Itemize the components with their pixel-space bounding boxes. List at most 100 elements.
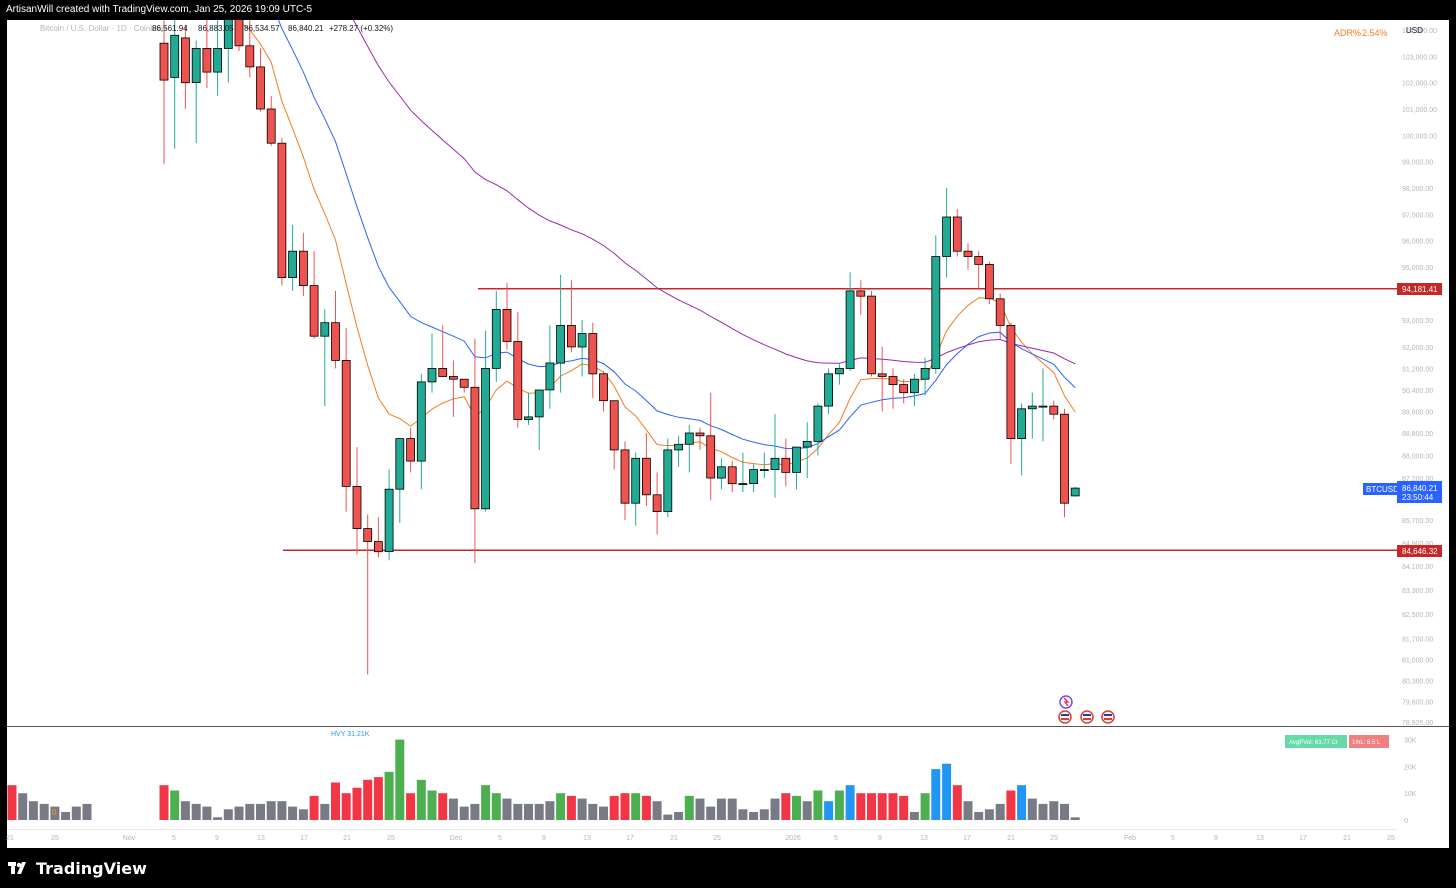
us-flag-icon[interactable] <box>1101 710 1115 724</box>
candles[interactable] <box>159 0 1080 675</box>
candle[interactable] <box>373 517 383 558</box>
candle[interactable] <box>524 392 533 425</box>
candle[interactable] <box>266 95 276 146</box>
us-flag-icon[interactable] <box>1058 710 1072 724</box>
candle[interactable] <box>995 293 1005 339</box>
candle[interactable] <box>717 458 726 490</box>
candle[interactable] <box>1027 392 1037 439</box>
candle[interactable] <box>384 469 394 561</box>
candle[interactable] <box>770 414 780 498</box>
candle-body <box>406 438 416 462</box>
candle[interactable] <box>781 438 791 487</box>
candle[interactable] <box>706 392 716 501</box>
candle[interactable] <box>620 441 630 520</box>
candle[interactable] <box>502 282 512 350</box>
candle[interactable] <box>459 378 469 393</box>
us-flag-icon[interactable] <box>1080 710 1094 724</box>
candle[interactable] <box>888 368 898 409</box>
candle[interactable] <box>952 209 962 257</box>
candle[interactable] <box>985 261 994 305</box>
candle[interactable] <box>824 368 833 415</box>
candle[interactable] <box>191 40 201 144</box>
candle[interactable] <box>1070 486 1080 497</box>
candle[interactable] <box>867 290 876 377</box>
candle[interactable] <box>963 243 973 270</box>
candle[interactable] <box>298 232 308 297</box>
candle[interactable] <box>835 363 844 385</box>
legend-close: 86,840.21 <box>288 24 324 33</box>
candle[interactable] <box>642 433 651 506</box>
currency-label[interactable]: USD <box>1406 26 1423 35</box>
candle[interactable] <box>341 328 351 512</box>
candle[interactable] <box>427 333 437 393</box>
candle[interactable] <box>588 322 598 398</box>
candle-body <box>298 250 308 286</box>
candle[interactable] <box>406 427 416 473</box>
candle[interactable] <box>277 138 287 286</box>
candle[interactable] <box>609 400 619 470</box>
candle[interactable] <box>1017 403 1026 476</box>
candle[interactable] <box>792 446 801 490</box>
candle[interactable] <box>352 447 362 555</box>
candle[interactable] <box>974 251 984 289</box>
candle[interactable] <box>931 235 941 374</box>
volume-bar <box>631 793 641 820</box>
candle[interactable] <box>256 48 265 112</box>
candle-body <box>331 322 340 361</box>
candle[interactable] <box>448 360 458 417</box>
candle[interactable] <box>599 371 608 412</box>
candle[interactable] <box>942 188 951 278</box>
candle[interactable] <box>856 280 866 315</box>
candle[interactable] <box>481 330 491 512</box>
candle[interactable] <box>631 452 641 526</box>
candle[interactable] <box>877 346 887 412</box>
candle[interactable] <box>363 514 373 675</box>
candle[interactable] <box>802 422 812 478</box>
candle[interactable] <box>170 16 180 149</box>
candle[interactable] <box>491 290 501 382</box>
candle[interactable] <box>438 325 448 377</box>
candle[interactable] <box>695 427 705 450</box>
candle-body <box>384 488 394 553</box>
candle[interactable] <box>416 373 426 490</box>
candle[interactable] <box>899 379 909 404</box>
candle[interactable] <box>1038 368 1048 442</box>
candle[interactable] <box>545 325 555 409</box>
lowest-volume-badge <box>1349 735 1389 748</box>
candle[interactable] <box>663 438 673 518</box>
candle[interactable] <box>727 461 737 492</box>
candle[interactable] <box>513 312 523 428</box>
candle[interactable] <box>674 435 683 467</box>
candle[interactable] <box>749 463 758 492</box>
tradingview-logo[interactable]: TradingView <box>8 859 147 878</box>
candle[interactable] <box>320 309 330 407</box>
candle[interactable] <box>1006 322 1016 464</box>
candle[interactable] <box>470 338 480 564</box>
candle[interactable] <box>1049 400 1059 420</box>
candle[interactable] <box>813 403 823 456</box>
candle[interactable] <box>534 389 544 450</box>
candle[interactable] <box>910 373 919 407</box>
candle[interactable] <box>759 452 769 478</box>
candle[interactable] <box>567 280 576 353</box>
candle[interactable] <box>556 274 565 393</box>
candle[interactable] <box>652 472 662 535</box>
candle[interactable] <box>309 251 319 339</box>
candle[interactable] <box>920 357 930 396</box>
candle[interactable] <box>245 16 255 78</box>
event-markers[interactable] <box>1058 695 1115 724</box>
candle[interactable] <box>1060 408 1069 518</box>
candle[interactable] <box>180 24 190 109</box>
candle[interactable] <box>845 272 855 372</box>
candle[interactable] <box>577 320 587 377</box>
candle[interactable] <box>395 438 405 523</box>
candle[interactable] <box>684 424 694 473</box>
candle[interactable] <box>213 11 223 96</box>
candle[interactable] <box>288 224 298 291</box>
price-tick-label: 90,400.00 <box>1402 388 1433 395</box>
price-axis[interactable] <box>1397 20 1449 848</box>
volume-bar <box>459 806 469 820</box>
candle[interactable] <box>331 290 340 369</box>
candle[interactable] <box>738 452 748 492</box>
